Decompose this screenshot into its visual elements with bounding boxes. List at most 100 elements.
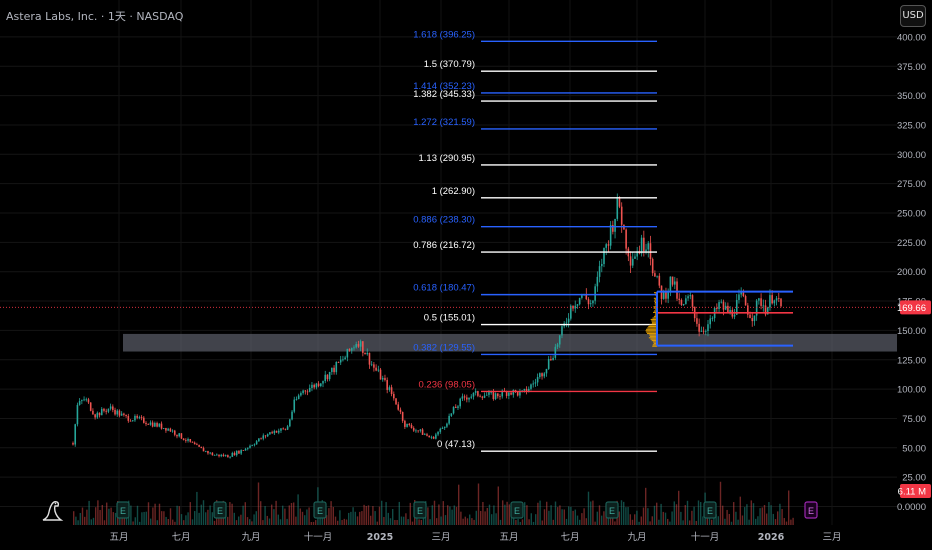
candle-body [609, 224, 612, 246]
volume-bar [464, 516, 466, 525]
candle-body [196, 444, 198, 446]
candle-body [171, 430, 174, 432]
volume-bar [693, 506, 695, 525]
volume-bar [744, 507, 746, 525]
candle-body [733, 314, 736, 317]
y-axis-tick-label: 0.0000 [897, 502, 926, 513]
volume-bar [774, 519, 777, 525]
candle-body [123, 413, 125, 415]
candle-body [94, 414, 96, 418]
candle-body [760, 298, 762, 306]
volume-bar [260, 501, 262, 525]
candle-body [266, 434, 269, 437]
candle-body [769, 295, 771, 308]
candle-body [386, 380, 388, 390]
earnings-marker [703, 501, 717, 519]
volume-bar [205, 512, 207, 525]
volume-bar [163, 511, 165, 525]
volume-bar [262, 520, 264, 525]
volume-bar [647, 508, 649, 525]
volume-bar [757, 516, 759, 525]
volume-profile-bar [653, 307, 657, 309]
candle-body [678, 298, 681, 300]
candle-body [716, 307, 718, 309]
volume-bar [365, 505, 367, 525]
volume-bar [387, 512, 389, 525]
y-axis-tick-label: 375.00 [897, 62, 926, 73]
candle-body [381, 377, 384, 380]
currency-button[interactable]: USD [900, 5, 926, 27]
candle-body [550, 358, 552, 361]
volume-bar [178, 506, 180, 525]
volume-bar [766, 513, 768, 525]
candle-body [242, 450, 245, 451]
volume-profile-bar [648, 337, 657, 339]
candle-body [598, 266, 601, 277]
volume-bar [271, 504, 273, 525]
candle-body [530, 384, 532, 389]
candle-body [437, 431, 439, 435]
volume-profile-bar [654, 300, 657, 302]
y-axis-tick-label: 75.00 [902, 414, 926, 425]
candle-body [308, 387, 311, 392]
candle-body [388, 387, 391, 390]
candle-body [273, 430, 276, 434]
volume-bar [697, 500, 700, 525]
candle-body [187, 438, 189, 441]
volume-bar [139, 521, 141, 525]
y-axis-tick-label: 200.00 [897, 267, 926, 278]
volume-bar [167, 518, 169, 525]
candle-body [103, 408, 105, 411]
candle-body [567, 318, 570, 323]
candle-body [359, 341, 362, 347]
tradingview-logo-icon[interactable] [40, 498, 64, 522]
candle-body [735, 299, 738, 315]
candle-body [709, 318, 711, 325]
candle-body [235, 450, 238, 456]
volume-bar [528, 519, 530, 525]
volume-bar [572, 510, 574, 525]
candle-body [777, 298, 780, 299]
candle-body [762, 305, 765, 307]
candle-body [244, 448, 247, 451]
candle-body [647, 243, 650, 250]
candle-body [552, 357, 554, 361]
candle-body [246, 447, 249, 449]
last-price-label: 169.66 [897, 303, 926, 314]
candle-body [419, 429, 422, 431]
candle-body [222, 454, 225, 457]
volume-bar [295, 516, 297, 525]
candle-body [328, 371, 331, 380]
volume-bar [623, 501, 625, 525]
candle-body [740, 292, 742, 295]
volume-bar [645, 487, 647, 525]
candle-body [654, 273, 656, 277]
candle-body [711, 318, 714, 319]
volume-profile-bar [653, 316, 657, 318]
volume-profile-bar [652, 344, 657, 346]
volume-bar [385, 502, 387, 525]
volume-bar [576, 515, 579, 525]
volume-bar [150, 518, 152, 525]
candle-body [614, 218, 616, 232]
volume-bar [161, 511, 163, 525]
candle-body [570, 305, 572, 319]
volume-bar [229, 502, 231, 525]
volume-bar [726, 509, 728, 525]
candle-body [176, 434, 178, 437]
volume-bar [147, 502, 150, 525]
volume-bar [284, 508, 286, 525]
candle-body [320, 383, 322, 387]
volume-bar [634, 514, 636, 525]
candle-body [603, 247, 605, 265]
earnings-marker [413, 501, 427, 519]
volume-bar [334, 516, 337, 525]
volume-bar [746, 504, 748, 525]
candle-body [687, 296, 689, 299]
volume-bar [550, 505, 552, 525]
candle-body [293, 399, 296, 412]
volume-bar [332, 507, 334, 525]
volume-bar [112, 512, 114, 525]
